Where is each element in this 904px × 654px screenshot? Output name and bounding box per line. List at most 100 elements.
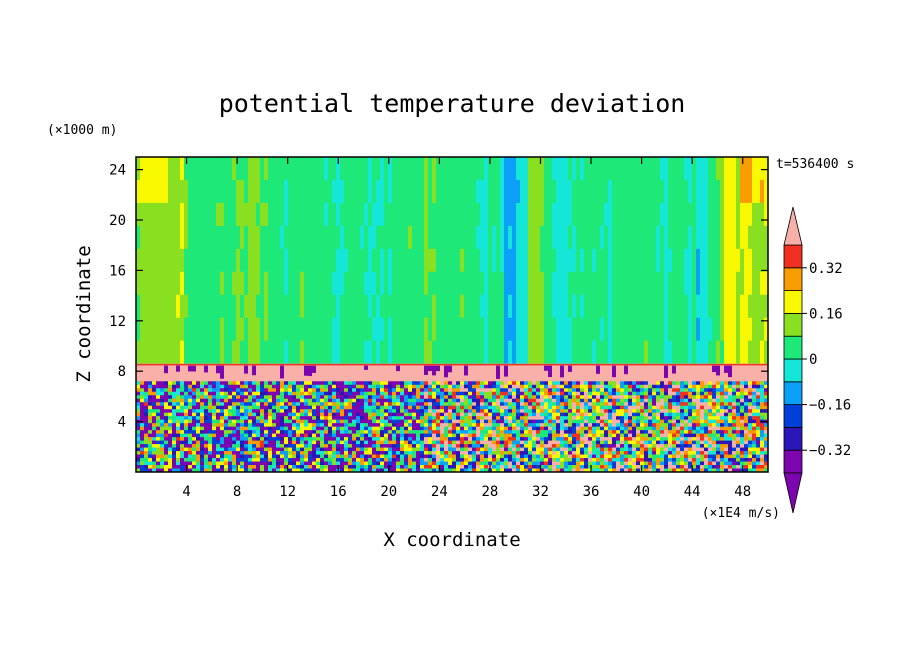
heatmap-cell: [236, 248, 241, 273]
heatmap-cell: [548, 179, 553, 204]
heatmap-cell: [468, 381, 473, 386]
heatmap-cell: [520, 461, 525, 466]
heatmap-cell: [480, 363, 485, 382]
heatmap-cell: [400, 402, 405, 407]
heatmap-cell: [420, 440, 425, 445]
heatmap-cell: [572, 395, 577, 400]
heatmap-cell: [312, 398, 317, 403]
heatmap-cell: [316, 398, 321, 403]
heatmap-cell: [296, 426, 301, 431]
heatmap-cell: [588, 405, 593, 410]
heatmap-cell: [264, 157, 269, 181]
heatmap-cell: [220, 447, 225, 452]
heatmap-cell: [312, 271, 317, 296]
heatmap-cell: [504, 381, 509, 386]
heatmap-cell: [492, 444, 497, 449]
heatmap-cell: [568, 433, 573, 438]
heatmap-cell: [372, 157, 377, 181]
heatmap-cell: [308, 294, 313, 319]
heatmap-cell: [432, 405, 437, 410]
heatmap-cell: [204, 391, 209, 396]
heatmap-cell: [452, 458, 457, 463]
heatmap-cell: [244, 440, 249, 445]
heatmap-cell: [504, 468, 509, 472]
heatmap-cell: [620, 402, 625, 407]
heatmap-cell: [348, 426, 353, 431]
heatmap-cell: [300, 454, 305, 459]
heatmap-cell: [424, 440, 429, 445]
heatmap-cell: [536, 384, 541, 389]
heatmap-cell: [472, 454, 477, 459]
heatmap-cell: [444, 440, 449, 445]
heatmap-cell: [496, 468, 501, 472]
heatmap-cell: [552, 416, 557, 421]
heatmap-cell: [280, 437, 285, 442]
heatmap-cell: [556, 451, 561, 456]
heatmap-cell: [396, 179, 401, 204]
heatmap-cell: [628, 271, 633, 296]
heatmap-cell: [344, 468, 349, 472]
heatmap-cell: [264, 179, 269, 204]
heatmap-cell: [676, 294, 681, 319]
heatmap-cell: [568, 157, 573, 181]
heatmap-cell: [472, 317, 477, 342]
heatmap-cell: [564, 384, 569, 389]
heatmap-cell: [228, 402, 233, 407]
heatmap-cell: [600, 340, 605, 365]
heatmap-cell: [280, 225, 285, 250]
heatmap-cell: [296, 419, 301, 424]
heatmap-cell: [328, 409, 333, 414]
heatmap-cell: [336, 248, 341, 273]
heatmap-cell: [628, 391, 633, 396]
heatmap-cell: [284, 444, 289, 449]
heatmap-cell: [276, 468, 281, 472]
heatmap-cell: [168, 461, 173, 466]
heatmap-cell: [372, 363, 377, 382]
heatmap-cell: [220, 271, 225, 296]
heatmap-cell: [172, 461, 177, 466]
heatmap-cell: [520, 430, 525, 435]
heatmap-cell: [284, 391, 289, 396]
heatmap-cell: [488, 437, 493, 442]
heatmap-cell: [408, 384, 413, 389]
heatmap-cell: [184, 398, 189, 403]
heatmap-cell: [288, 430, 293, 435]
heatmap-cell: [404, 248, 409, 273]
heatmap-cell: [460, 405, 465, 410]
heatmap-cell: [168, 416, 173, 421]
heatmap-cell: [452, 225, 457, 250]
heatmap-cell: [384, 437, 389, 442]
heatmap-cell: [376, 317, 381, 342]
heatmap-cell: [392, 416, 397, 421]
heatmap-cell: [408, 409, 413, 414]
heatmap-cell: [656, 395, 661, 400]
heatmap-cell: [316, 363, 321, 382]
heatmap-cell: [248, 416, 253, 421]
heatmap-cell: [136, 465, 141, 470]
heatmap-cell: [220, 426, 225, 431]
heatmap-cell: [612, 271, 617, 296]
heatmap-cell: [168, 294, 173, 319]
heatmap-cell: [336, 419, 341, 424]
heatmap-cell: [544, 340, 549, 365]
heatmap-cell: [560, 384, 565, 389]
heatmap-cell: [364, 248, 369, 273]
heatmap-cell: [572, 340, 577, 365]
heatmap-cell: [444, 444, 449, 449]
heatmap-cell: [340, 405, 345, 410]
heatmap-cell: [552, 423, 557, 428]
heatmap-cell: [448, 388, 453, 393]
heatmap-cell: [640, 444, 645, 449]
heatmap-cell: [568, 363, 573, 382]
heatmap-cell: [268, 402, 273, 407]
heatmap-cell: [304, 271, 309, 296]
heatmap-cell: [236, 395, 241, 400]
heatmap-cell: [544, 157, 549, 181]
heatmap-cell: [164, 461, 169, 466]
heatmap-cell: [160, 433, 165, 438]
heatmap-cell: [516, 426, 521, 431]
heatmap-cell: [220, 468, 225, 472]
heatmap-cell: [616, 157, 621, 181]
heatmap-cell: [632, 398, 637, 403]
heatmap-cell: [368, 437, 373, 442]
